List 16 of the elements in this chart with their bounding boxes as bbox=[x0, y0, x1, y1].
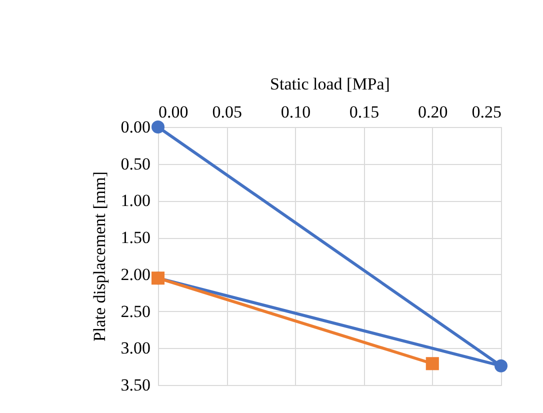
y-axis-title: Plate displacement [mm] bbox=[90, 172, 109, 342]
x-tick-label: 0.20 bbox=[418, 102, 448, 122]
y-tick-label: 2.50 bbox=[120, 302, 150, 321]
y-tick-label: 0.00 bbox=[120, 118, 150, 136]
y-tick-label: 1.00 bbox=[120, 191, 150, 210]
y-tick-label: 2.00 bbox=[120, 264, 150, 284]
x-tick-label: 0.15 bbox=[349, 102, 380, 122]
y-tick-label: 1.50 bbox=[120, 228, 150, 248]
x-tick-label: 0.00 bbox=[158, 102, 188, 122]
y-tick-label: 0.50 bbox=[120, 154, 150, 174]
x-axis-title: Static load [MPa] bbox=[270, 74, 390, 94]
x-tick-label: 0.25 bbox=[472, 102, 502, 122]
y-tick-label: 3.00 bbox=[120, 338, 150, 358]
x-tick-label: 0.10 bbox=[280, 102, 311, 122]
y-tick-label: 3.50 bbox=[120, 376, 150, 394]
x-tick-label: 0.05 bbox=[212, 102, 242, 122]
